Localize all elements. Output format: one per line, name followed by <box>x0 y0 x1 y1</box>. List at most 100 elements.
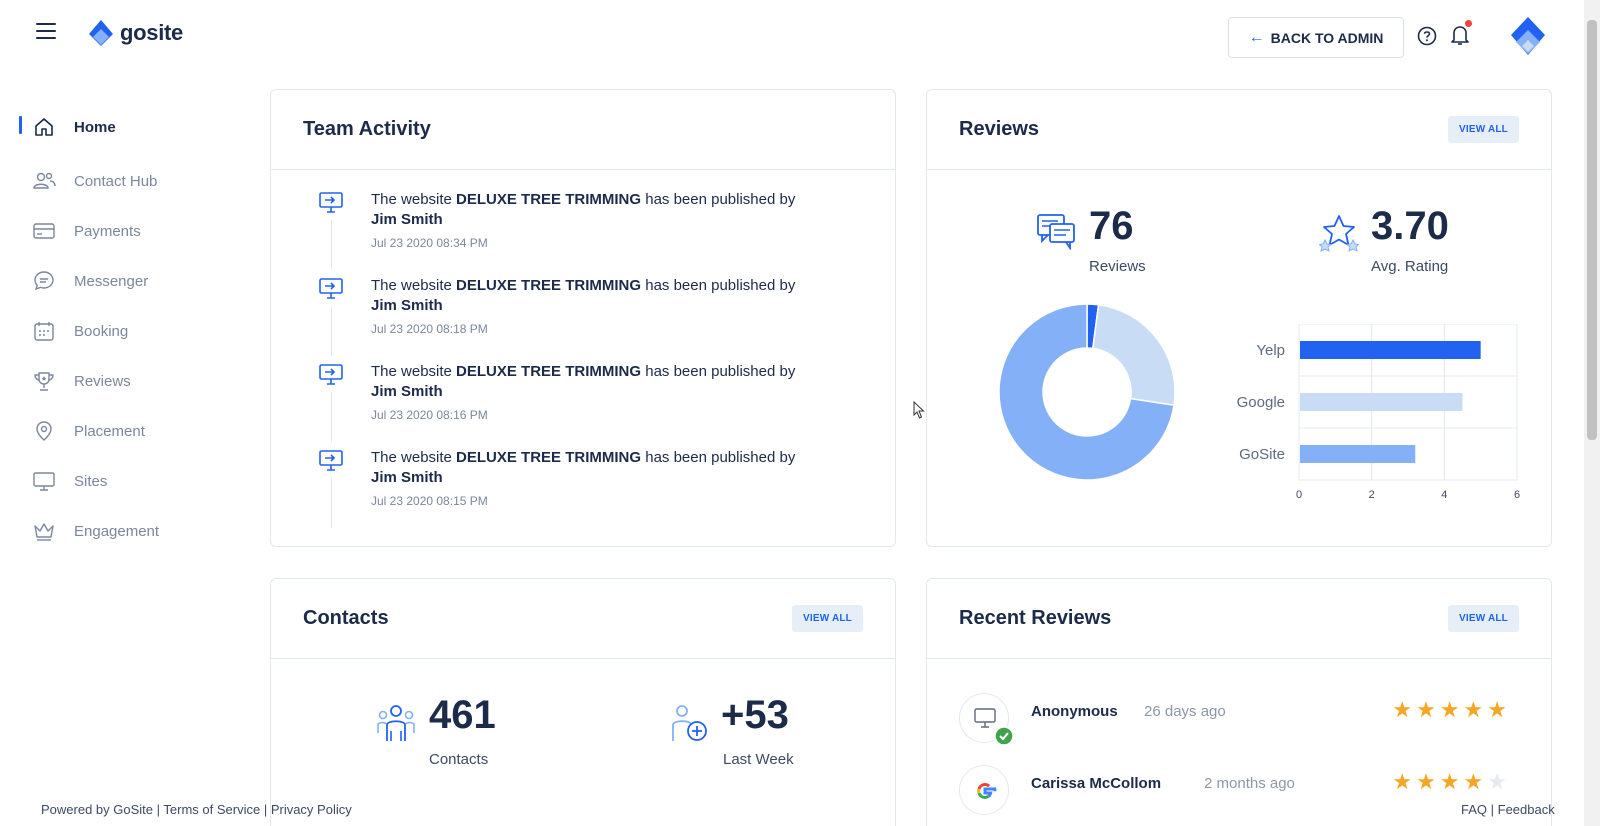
top-bar: gosite ← BACK TO ADMIN <box>0 0 1584 72</box>
sidebar-item-label: Reviews <box>74 372 131 390</box>
reviews-bar-chart: 0 2 4 6 Yelp Google GoSite <box>1237 324 1520 501</box>
site-name[interactable]: DELUXE TREE TRIMMING <box>456 277 642 294</box>
view-all-button[interactable]: VIEW ALL <box>791 605 863 632</box>
page-scrollbar[interactable] <box>1584 0 1600 826</box>
star-filled-icon: ★ <box>1392 697 1413 722</box>
website-published-icon <box>319 278 343 299</box>
site-name[interactable]: DELUXE TREE TRIMMING <box>456 191 642 208</box>
review-date: 2 months ago <box>1204 775 1295 792</box>
menu-icon[interactable] <box>36 23 56 39</box>
location-pin-icon <box>32 419 56 443</box>
privacy-link[interactable]: Privacy Policy <box>270 802 352 817</box>
sidebar-item-messenger[interactable]: Messenger <box>0 256 240 306</box>
bell-icon[interactable] <box>1450 24 1470 46</box>
new-contacts-count: +53 <box>721 693 789 737</box>
activity-time: Jul 23 2020 08:18 PM <box>371 322 488 336</box>
sidebar-item-placement[interactable]: Placement <box>0 406 240 456</box>
sidebar-item-reviews[interactable]: Reviews <box>0 356 240 406</box>
sidebar-item-engagement[interactable]: Engagement <box>0 506 240 556</box>
logo[interactable]: gosite <box>88 19 183 47</box>
sidebar-item-contact-hub[interactable]: Contact Hub <box>0 156 240 206</box>
star-filled-icon: ★ <box>1487 697 1507 722</box>
card-title: Team Activity <box>303 118 431 140</box>
review-source-avatar <box>959 693 1014 746</box>
sidebar-item-home[interactable]: Home <box>0 102 240 152</box>
average-rating: 3.70 <box>1371 204 1449 248</box>
review-row[interactable]: Anonymous 26 days ago ★ ★ ★ ★ ★ <box>959 693 1507 753</box>
activity-time: Jul 23 2020 08:34 PM <box>371 236 488 250</box>
avatar[interactable] <box>1510 16 1546 56</box>
review-source-avatar <box>959 765 1009 815</box>
view-all-button[interactable]: VIEW ALL <box>1447 116 1519 143</box>
user-name: Jim Smith <box>371 469 443 486</box>
sidebar-item-label: Sites <box>74 472 108 490</box>
footer-links-right: FAQ | Feedback <box>1461 802 1555 817</box>
sidebar-item-label: Messenger <box>74 272 149 290</box>
terms-link[interactable]: Terms of Service <box>163 802 261 817</box>
recent-reviews-card: Recent Reviews VIEW ALL Anonymous 26 day… <box>926 578 1552 826</box>
bar-yelp <box>1300 341 1481 359</box>
sidebar-item-label: Home <box>74 118 116 136</box>
scroll-thumb[interactable] <box>1587 20 1597 440</box>
sidebar-item-label: Contact Hub <box>74 172 158 190</box>
website-published-icon <box>319 450 343 471</box>
activity-time: Jul 23 2020 08:16 PM <box>371 408 488 422</box>
review-row[interactable]: Carissa McCollom 2 months ago ★ ★ ★ ★ ★ <box>959 765 1507 825</box>
chat-icon <box>32 269 56 293</box>
activity-item: The website DELUXE TREE TRIMMING has bee… <box>319 362 863 448</box>
trophy-icon <box>32 369 56 393</box>
website-published-icon <box>319 192 343 213</box>
star-filled-icon: ★ <box>1463 769 1484 794</box>
star-empty-icon: ★ <box>1487 769 1507 794</box>
card-title: Reviews <box>959 118 1040 140</box>
timeline-line <box>331 392 332 442</box>
average-rating-label: Avg. Rating <box>1371 258 1449 275</box>
sidebar-item-booking[interactable]: Booking <box>0 306 240 356</box>
site-name[interactable]: DELUXE TREE TRIMMING <box>456 363 642 380</box>
calendar-icon <box>32 319 56 343</box>
timeline-line <box>331 306 332 356</box>
crown-icon <box>32 519 56 543</box>
back-to-admin-button[interactable]: ← BACK TO ADMIN <box>1228 17 1404 58</box>
activity-item: The website DELUXE TREE TRIMMING has bee… <box>319 276 863 362</box>
verified-check-icon <box>994 726 1014 746</box>
contacts-people-icon <box>377 705 415 741</box>
star-filled-icon: ★ <box>1439 769 1460 794</box>
add-contact-icon <box>672 705 707 741</box>
sidebar-item-payments[interactable]: Payments <box>0 206 240 256</box>
powered-by-link[interactable]: Powered by GoSite <box>41 802 154 817</box>
activity-text: The website DELUXE TREE TRIMMING has bee… <box>371 449 796 486</box>
faq-link[interactable]: FAQ <box>1461 802 1488 817</box>
bar-google <box>1300 393 1463 411</box>
monitor-icon <box>974 708 996 728</box>
sidebar-item-label: Payments <box>74 222 141 240</box>
home-icon <box>32 115 56 139</box>
reviewer-name: Anonymous <box>1031 703 1118 720</box>
star-filled-icon: ★ <box>1439 697 1460 722</box>
view-all-button[interactable]: VIEW ALL <box>1447 605 1519 632</box>
reviews-count: 76 <box>1089 204 1134 248</box>
star-rating: ★ ★ ★ ★ ★ <box>1392 699 1507 721</box>
site-name[interactable]: DELUXE TREE TRIMMING <box>456 449 642 466</box>
sidebar: Home Contact Hub Payments Messenger Book… <box>0 106 240 556</box>
x-tick-label: 6 <box>1514 489 1520 501</box>
activity-item: The website DELUXE TREE TRIMMING has bee… <box>319 190 863 276</box>
card-header: Reviews VIEW ALL <box>927 90 1551 170</box>
star-filled-icon: ★ <box>1463 697 1484 722</box>
reviews-donut-chart <box>998 303 1176 481</box>
donut-slice <box>1091 303 1176 407</box>
sidebar-item-sites[interactable]: Sites <box>0 456 240 506</box>
help-icon[interactable] <box>1417 26 1437 46</box>
activity-text: The website DELUXE TREE TRIMMING has bee… <box>371 363 796 400</box>
x-tick-label: 0 <box>1296 489 1302 501</box>
card-title: Recent Reviews <box>959 607 1112 629</box>
team-activity-card: Team Activity The website DELUXE TREE TR… <box>270 89 896 547</box>
notification-dot <box>1465 20 1472 27</box>
user-name: Jim Smith <box>371 297 443 314</box>
reviews-card: Reviews VIEW ALL 76 Reviews 3.70 Avg. Ra… <box>926 89 1552 547</box>
google-icon <box>977 782 997 800</box>
contacts-count: 461 <box>429 693 496 737</box>
activity-time: Jul 23 2020 08:15 PM <box>371 494 488 508</box>
feedback-link[interactable]: Feedback <box>1497 802 1555 817</box>
star-filled-icon: ★ <box>1416 769 1436 794</box>
